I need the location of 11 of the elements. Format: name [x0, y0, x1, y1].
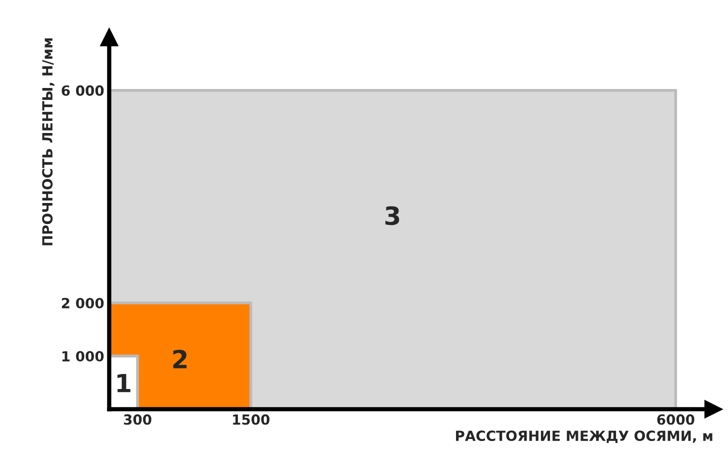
annotation: 3 [385, 206, 400, 226]
y-tick-label: 2 000 [62, 298, 104, 308]
x-tick-label: 1500 [233, 414, 270, 425]
y-tick-label: 6 000 [62, 85, 104, 96]
y-tick-label: 1 000 [62, 351, 104, 362]
x-tick-label: 6000 [657, 414, 694, 425]
annotation: 1 [117, 374, 130, 392]
annotation: 2 [173, 350, 187, 368]
y-axis-title: ПРОЧНОСТЬ ЛЕНТЫ, Н/мм [42, 38, 54, 246]
x-tick-label: 300 [124, 414, 152, 425]
x-axis-title: РАССТОЯНИЕ МЕЖДУ ОСЯМИ, м [456, 430, 712, 444]
